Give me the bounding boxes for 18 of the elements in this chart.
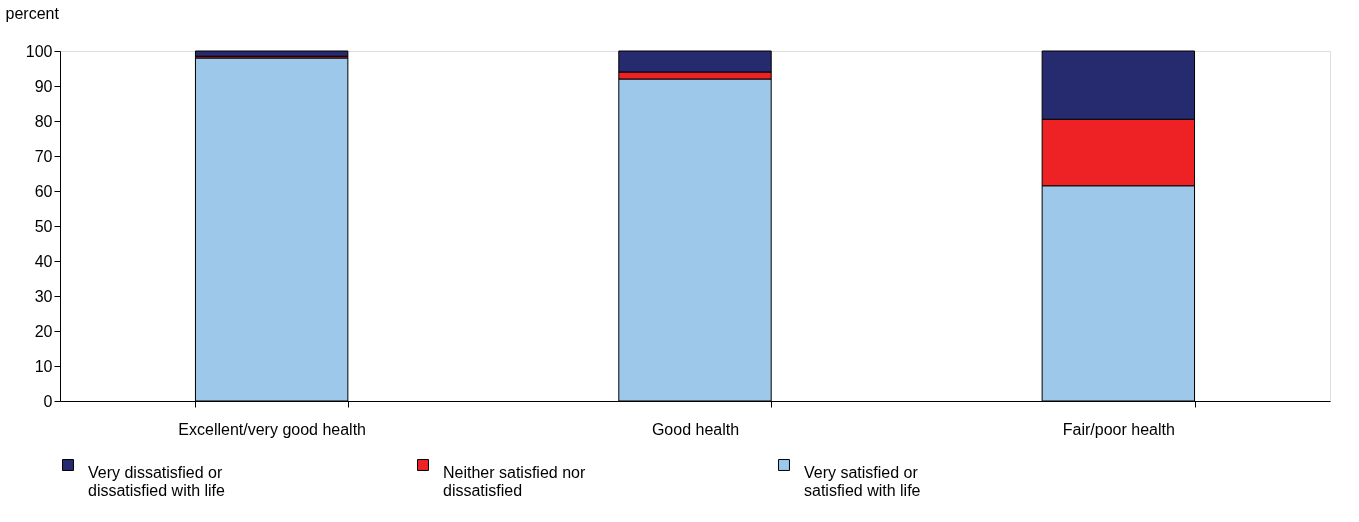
x-tick-label: Excellent/very good health	[178, 420, 366, 438]
y-tick-label: 60	[34, 182, 53, 200]
y-tick-label: 0	[43, 392, 53, 410]
y-tick-label: 40	[34, 252, 53, 270]
x-tick-label: Good health	[651, 420, 740, 438]
y-tick-label: 20	[34, 322, 53, 340]
y-tick-label: 10	[34, 357, 53, 375]
y-tick-label: 30	[34, 287, 53, 305]
x-tick-label: Fair/poor health	[1062, 420, 1175, 438]
y-tick-label: 90	[34, 77, 53, 95]
legend-label: Very satisfied or satisfied with life	[804, 464, 921, 499]
y-axis-title: percent	[5, 4, 60, 22]
y-tick-label: 80	[34, 112, 53, 130]
y-tick-label: 100	[25, 42, 53, 60]
legend-label: Very dissatisfied or dissatisfied with life	[88, 464, 226, 499]
y-tick-label: 50	[34, 217, 53, 235]
legend-label: Neither satisfied nor dissatisfied	[443, 464, 586, 499]
y-tick-label: 70	[34, 147, 53, 165]
